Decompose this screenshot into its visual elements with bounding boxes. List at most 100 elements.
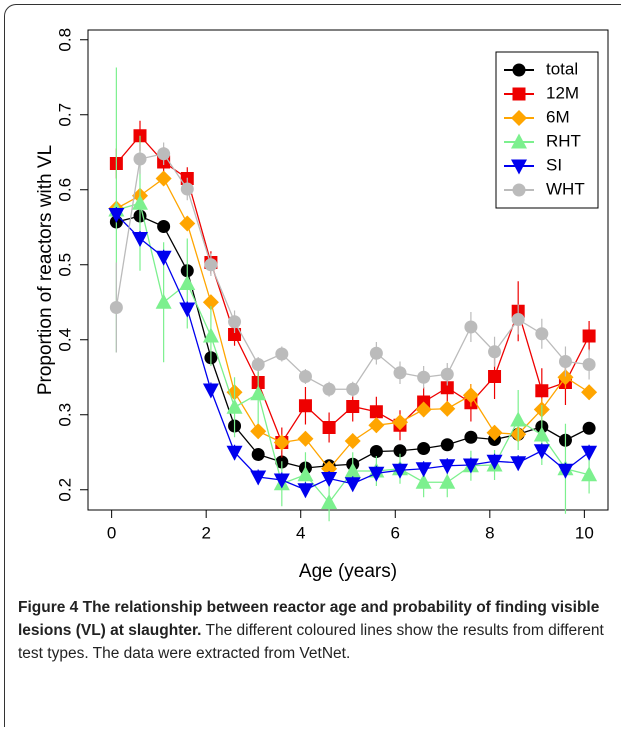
x-tick-label: 6 — [391, 523, 400, 542]
marker — [155, 170, 172, 187]
marker — [510, 456, 527, 472]
chart: Age (years) Proportion of reactors with … — [35, 28, 609, 582]
marker — [297, 430, 314, 447]
y-tick-label: 0.3 — [55, 403, 74, 427]
marker — [581, 384, 598, 401]
marker — [557, 463, 574, 479]
marker — [344, 477, 361, 493]
marker — [486, 454, 503, 470]
figure-frame — [4, 4, 621, 727]
marker — [464, 430, 478, 444]
x-tick-label: 8 — [485, 523, 494, 542]
marker — [417, 370, 431, 384]
y-tick-label: 0.2 — [55, 478, 74, 502]
marker — [488, 345, 502, 359]
marker — [251, 448, 265, 461]
marker — [581, 466, 598, 482]
marker — [202, 327, 219, 343]
marker — [511, 159, 527, 175]
marker — [511, 133, 527, 149]
marker — [415, 401, 432, 418]
marker — [533, 426, 550, 442]
y-axis-label: Proportion of reactors with VL — [35, 145, 56, 395]
legend-label: WHT — [546, 179, 585, 198]
marker — [464, 320, 478, 334]
marker — [369, 445, 383, 458]
marker — [535, 384, 549, 398]
legend-label: SI — [546, 155, 562, 174]
y-tick-label: 0.8 — [55, 28, 74, 52]
marker — [322, 382, 336, 396]
marker — [512, 63, 526, 77]
legend-label: RHT — [546, 131, 581, 150]
marker — [321, 472, 338, 487]
marker — [228, 328, 242, 341]
marker — [488, 370, 502, 383]
marker — [250, 423, 267, 440]
marker — [440, 438, 454, 452]
marker — [155, 293, 172, 309]
marker — [486, 424, 503, 441]
marker — [439, 473, 456, 489]
legend-box — [495, 51, 599, 209]
caption-label: Figure 4 The relationship between reacto… — [18, 599, 600, 639]
marker — [344, 462, 361, 478]
y-tick-label: 0.6 — [55, 178, 74, 202]
plot-box — [87, 29, 609, 511]
marker — [581, 445, 598, 461]
marker — [157, 220, 171, 233]
marker — [512, 87, 526, 101]
marker — [462, 458, 479, 474]
marker — [298, 370, 312, 383]
marker — [273, 434, 290, 451]
marker — [157, 147, 171, 161]
x-tick-label: 4 — [296, 523, 305, 542]
caption-text: The different coloured lines show the re… — [18, 622, 604, 662]
marker — [512, 183, 526, 197]
marker — [392, 463, 408, 479]
marker — [179, 275, 196, 290]
x-tick-label: 2 — [201, 523, 210, 542]
series — [108, 170, 598, 477]
marker — [155, 250, 172, 266]
marker — [226, 398, 243, 414]
marker — [297, 466, 314, 482]
marker — [533, 444, 550, 460]
x-tick-label: 10 — [575, 523, 594, 542]
marker — [582, 421, 596, 435]
marker — [582, 358, 596, 371]
legend-label: 12M — [546, 83, 579, 102]
y-tick-label: 0.5 — [55, 253, 74, 277]
marker — [275, 347, 289, 361]
marker — [368, 417, 385, 434]
marker — [273, 473, 290, 489]
series — [108, 207, 598, 499]
marker — [108, 208, 125, 223]
marker — [439, 459, 456, 475]
marker — [109, 301, 123, 314]
marker — [228, 315, 242, 329]
marker — [415, 462, 432, 478]
x-tick-label: 0 — [107, 523, 116, 542]
marker — [226, 445, 243, 461]
marker — [250, 385, 267, 401]
marker — [511, 313, 525, 326]
marker — [344, 433, 361, 449]
marker — [132, 194, 148, 210]
marker — [179, 302, 196, 318]
legend-label: total — [546, 59, 578, 78]
marker — [511, 110, 527, 126]
marker — [392, 414, 408, 431]
marker — [440, 367, 454, 381]
marker — [369, 346, 383, 360]
marker — [298, 399, 312, 413]
marker — [202, 294, 219, 311]
marker — [440, 381, 454, 395]
marker — [510, 411, 527, 427]
marker — [250, 470, 267, 486]
marker — [204, 258, 218, 272]
marker — [251, 358, 265, 371]
marker — [557, 369, 574, 386]
marker — [322, 421, 336, 434]
